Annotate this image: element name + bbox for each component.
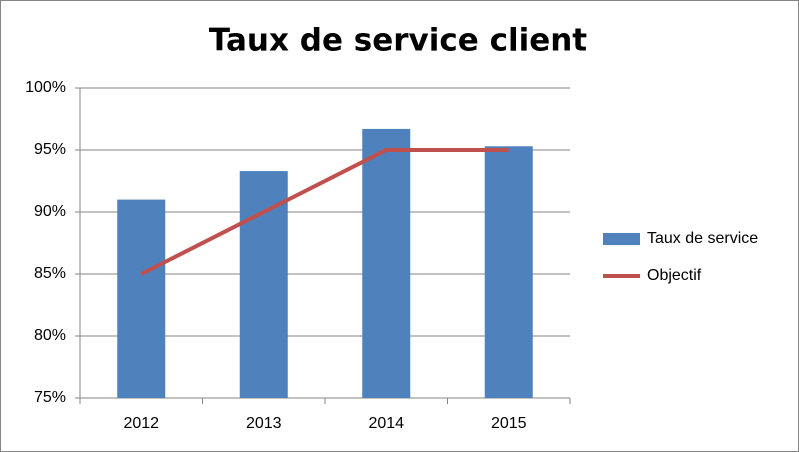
x-tick-label: 2014 [368, 415, 404, 432]
y-tick-label: 95% [34, 141, 66, 158]
legend-label: Objectif [647, 267, 702, 284]
legend-swatch [603, 233, 640, 245]
x-tick-label: 2015 [491, 415, 527, 432]
bar [239, 171, 288, 398]
line [140, 148, 509, 276]
chart-title: Taux de service client [209, 23, 587, 59]
y-tick-label: 90% [34, 203, 66, 220]
x-tick-label: 2013 [246, 415, 282, 432]
bar [117, 199, 166, 398]
y-tick-label: 100% [25, 79, 66, 96]
y-tick-label: 80% [34, 327, 66, 344]
y-tick-label: 85% [34, 265, 66, 282]
y-tick-label: 75% [34, 389, 66, 406]
bar [362, 128, 411, 399]
x-tick-label: 2012 [123, 415, 159, 432]
legend-label: Taux de service [647, 230, 758, 247]
bar [484, 146, 533, 398]
